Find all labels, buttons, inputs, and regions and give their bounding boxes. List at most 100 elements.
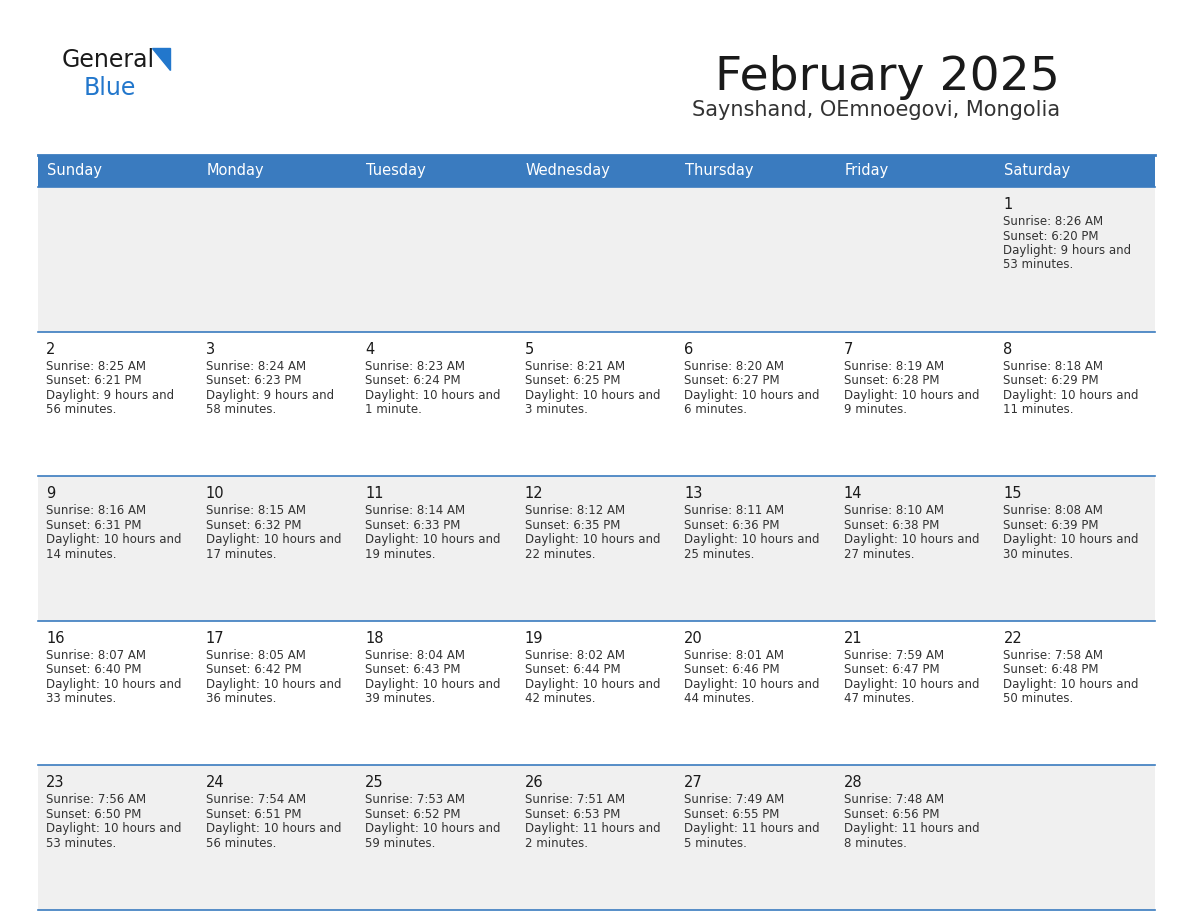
Text: Sunrise: 8:12 AM: Sunrise: 8:12 AM: [525, 504, 625, 517]
Text: Sunrise: 7:56 AM: Sunrise: 7:56 AM: [46, 793, 146, 806]
Text: Sunset: 6:50 PM: Sunset: 6:50 PM: [46, 808, 141, 821]
Text: 21: 21: [843, 631, 862, 645]
Text: Sunset: 6:35 PM: Sunset: 6:35 PM: [525, 519, 620, 532]
Text: Sunrise: 7:51 AM: Sunrise: 7:51 AM: [525, 793, 625, 806]
Text: Daylight: 10 hours and: Daylight: 10 hours and: [1004, 533, 1139, 546]
Text: Sunset: 6:31 PM: Sunset: 6:31 PM: [46, 519, 141, 532]
Text: Sunset: 6:20 PM: Sunset: 6:20 PM: [1004, 230, 1099, 242]
Text: 22 minutes.: 22 minutes.: [525, 548, 595, 561]
Text: Sunrise: 8:11 AM: Sunrise: 8:11 AM: [684, 504, 784, 517]
Text: Sunset: 6:48 PM: Sunset: 6:48 PM: [1004, 664, 1099, 677]
Text: 17: 17: [206, 631, 225, 645]
Text: Daylight: 10 hours and: Daylight: 10 hours and: [843, 533, 979, 546]
Text: Sunset: 6:33 PM: Sunset: 6:33 PM: [365, 519, 461, 532]
Text: 5 minutes.: 5 minutes.: [684, 837, 747, 850]
Text: Sunset: 6:36 PM: Sunset: 6:36 PM: [684, 519, 779, 532]
Text: Sunrise: 7:48 AM: Sunrise: 7:48 AM: [843, 793, 944, 806]
Text: Sunset: 6:29 PM: Sunset: 6:29 PM: [1004, 375, 1099, 387]
Text: 18: 18: [365, 631, 384, 645]
Text: Sunset: 6:21 PM: Sunset: 6:21 PM: [46, 375, 141, 387]
Text: Sunrise: 8:20 AM: Sunrise: 8:20 AM: [684, 360, 784, 373]
Text: Sunrise: 8:18 AM: Sunrise: 8:18 AM: [1004, 360, 1104, 373]
Text: 58 minutes.: 58 minutes.: [206, 403, 276, 416]
Text: 25 minutes.: 25 minutes.: [684, 548, 754, 561]
Text: 22: 22: [1004, 631, 1022, 645]
Text: 1 minute.: 1 minute.: [365, 403, 422, 416]
Text: 36 minutes.: 36 minutes.: [206, 692, 276, 705]
Text: Daylight: 10 hours and: Daylight: 10 hours and: [46, 533, 182, 546]
Text: Sunrise: 8:19 AM: Sunrise: 8:19 AM: [843, 360, 944, 373]
Text: Sunset: 6:56 PM: Sunset: 6:56 PM: [843, 808, 940, 821]
Text: 3: 3: [206, 341, 215, 356]
Text: Sunrise: 8:05 AM: Sunrise: 8:05 AM: [206, 649, 305, 662]
Text: Sunset: 6:51 PM: Sunset: 6:51 PM: [206, 808, 301, 821]
Text: Sunset: 6:25 PM: Sunset: 6:25 PM: [525, 375, 620, 387]
Text: 33 minutes.: 33 minutes.: [46, 692, 116, 705]
Bar: [517, 155, 676, 187]
Text: 10: 10: [206, 487, 225, 501]
Text: Sunrise: 8:15 AM: Sunrise: 8:15 AM: [206, 504, 305, 517]
Text: 13: 13: [684, 487, 702, 501]
Text: Daylight: 9 hours and: Daylight: 9 hours and: [206, 388, 334, 401]
Text: Daylight: 10 hours and: Daylight: 10 hours and: [684, 533, 820, 546]
Text: Sunset: 6:39 PM: Sunset: 6:39 PM: [1004, 519, 1099, 532]
Text: Friday: Friday: [845, 163, 889, 178]
Text: 9: 9: [46, 487, 56, 501]
Text: 47 minutes.: 47 minutes.: [843, 692, 915, 705]
Text: Sunrise: 8:01 AM: Sunrise: 8:01 AM: [684, 649, 784, 662]
Text: Sunset: 6:46 PM: Sunset: 6:46 PM: [684, 664, 779, 677]
Text: 26: 26: [525, 776, 543, 790]
Text: Daylight: 11 hours and: Daylight: 11 hours and: [684, 823, 820, 835]
Text: 19: 19: [525, 631, 543, 645]
Text: Sunset: 6:47 PM: Sunset: 6:47 PM: [843, 664, 940, 677]
Text: General: General: [62, 48, 156, 72]
Text: Sunrise: 7:59 AM: Sunrise: 7:59 AM: [843, 649, 944, 662]
Text: Sunrise: 7:54 AM: Sunrise: 7:54 AM: [206, 793, 305, 806]
Polygon shape: [152, 48, 170, 70]
Text: Sunset: 6:40 PM: Sunset: 6:40 PM: [46, 664, 141, 677]
Text: Sunrise: 8:04 AM: Sunrise: 8:04 AM: [365, 649, 466, 662]
Text: Thursday: Thursday: [685, 163, 753, 178]
Text: Daylight: 9 hours and: Daylight: 9 hours and: [46, 388, 175, 401]
Text: Daylight: 10 hours and: Daylight: 10 hours and: [684, 677, 820, 691]
Text: Sunrise: 7:49 AM: Sunrise: 7:49 AM: [684, 793, 784, 806]
Text: 7: 7: [843, 341, 853, 356]
Text: Sunrise: 7:53 AM: Sunrise: 7:53 AM: [365, 793, 466, 806]
Text: Sunset: 6:27 PM: Sunset: 6:27 PM: [684, 375, 779, 387]
Text: Daylight: 10 hours and: Daylight: 10 hours and: [46, 823, 182, 835]
Text: Sunrise: 8:26 AM: Sunrise: 8:26 AM: [1004, 215, 1104, 228]
Text: 27: 27: [684, 776, 703, 790]
Text: Sunset: 6:28 PM: Sunset: 6:28 PM: [843, 375, 940, 387]
Bar: [38, 766, 1155, 910]
Text: Sunset: 6:52 PM: Sunset: 6:52 PM: [365, 808, 461, 821]
Text: Wednesday: Wednesday: [526, 163, 611, 178]
Text: Daylight: 10 hours and: Daylight: 10 hours and: [525, 533, 661, 546]
Text: Sunset: 6:42 PM: Sunset: 6:42 PM: [206, 664, 302, 677]
Bar: [836, 155, 996, 187]
Text: Daylight: 10 hours and: Daylight: 10 hours and: [525, 677, 661, 691]
Text: Daylight: 10 hours and: Daylight: 10 hours and: [365, 677, 500, 691]
Text: 11: 11: [365, 487, 384, 501]
Text: 16: 16: [46, 631, 64, 645]
Text: Daylight: 10 hours and: Daylight: 10 hours and: [1004, 677, 1139, 691]
Bar: [676, 155, 836, 187]
Bar: [38, 331, 1155, 476]
Text: Blue: Blue: [84, 76, 137, 100]
Text: 8 minutes.: 8 minutes.: [843, 837, 906, 850]
Text: Daylight: 10 hours and: Daylight: 10 hours and: [843, 677, 979, 691]
Text: Sunrise: 8:10 AM: Sunrise: 8:10 AM: [843, 504, 943, 517]
Text: Daylight: 11 hours and: Daylight: 11 hours and: [525, 823, 661, 835]
Text: Daylight: 10 hours and: Daylight: 10 hours and: [525, 388, 661, 401]
Text: 25: 25: [365, 776, 384, 790]
Text: 28: 28: [843, 776, 862, 790]
Text: 42 minutes.: 42 minutes.: [525, 692, 595, 705]
Text: Sunset: 6:43 PM: Sunset: 6:43 PM: [365, 664, 461, 677]
Bar: [38, 476, 1155, 621]
Text: Sunrise: 8:21 AM: Sunrise: 8:21 AM: [525, 360, 625, 373]
Text: 14 minutes.: 14 minutes.: [46, 548, 116, 561]
Text: Monday: Monday: [207, 163, 264, 178]
Text: 39 minutes.: 39 minutes.: [365, 692, 436, 705]
Text: 56 minutes.: 56 minutes.: [46, 403, 116, 416]
Text: 6: 6: [684, 341, 694, 356]
Text: Sunset: 6:23 PM: Sunset: 6:23 PM: [206, 375, 301, 387]
